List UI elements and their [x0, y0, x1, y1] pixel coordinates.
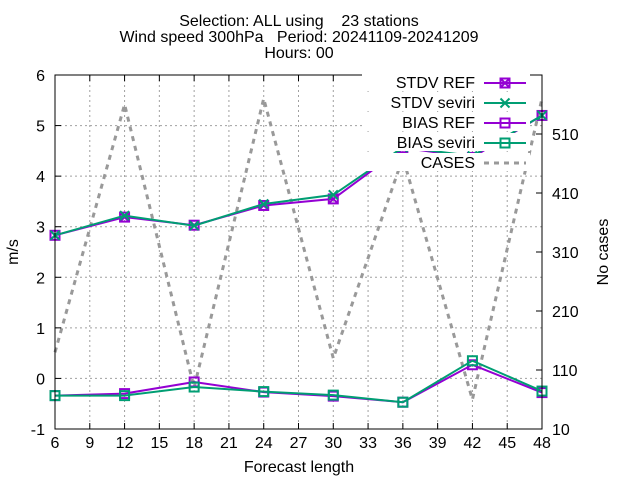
- data-point-bias-seviri-box: [327, 389, 339, 401]
- y2-tick-label: 510: [552, 127, 579, 144]
- legend-marker-bias-seviri-box: [499, 137, 511, 149]
- legend: STDV REF STDV seviri BIAS REF BIAS seviri CA…: [362, 73, 530, 172]
- data-point-bias-seviri: [327, 389, 339, 401]
- x-tick-label: 33: [359, 435, 377, 452]
- data-point-stdv-ref-stroke: [119, 211, 130, 223]
- title-line-3: Hours: 00: [264, 45, 333, 62]
- x-tick-label: 24: [255, 435, 273, 452]
- x-axis-label: Forecast length: [244, 459, 354, 476]
- legend-marker-stdv-ref-stroke: [499, 77, 511, 89]
- y-tick-label: -1: [31, 422, 45, 439]
- data-point-bias-seviri: [258, 386, 270, 398]
- y2-tick-label: 210: [552, 304, 579, 321]
- y2-axis-label: No cases: [595, 219, 612, 286]
- x-tick-label: 18: [185, 435, 203, 452]
- legend-marker-bias-ref-box: [499, 117, 511, 129]
- data-point-stdv-seviri: [188, 220, 200, 231]
- y-tick-label: 4: [36, 169, 45, 186]
- y-tick-label: 2: [36, 270, 45, 287]
- x-tick-label: 6: [51, 435, 60, 452]
- data-point-stdv-seviri-stroke: [328, 189, 339, 201]
- x-tick-label: 15: [150, 435, 168, 452]
- legend-bg-bias-ref: [362, 113, 530, 131]
- x-tick-label: 36: [394, 435, 412, 452]
- data-point-bias-seviri-box: [397, 396, 409, 408]
- legend-marker-stdv-ref: [499, 77, 511, 89]
- legend-label-stdv-ref: STDV REF: [396, 75, 475, 92]
- data-point-stdv-ref-stroke: [258, 200, 269, 211]
- data-point-stdv-seviri-stroke: [119, 210, 130, 221]
- y-tick-label: 0: [36, 371, 45, 388]
- legend-marker-stdv-seviri-stroke: [499, 97, 511, 109]
- legend-marker-stdv-ref-box: [499, 77, 511, 89]
- legend-bg-stdv-seviri: [362, 93, 530, 111]
- data-point-bias-seviri-box: [188, 381, 200, 393]
- legend-label-cases: CASES: [421, 155, 475, 172]
- legend-label-bias-ref: BIAS REF: [402, 115, 475, 132]
- legend-bg-stdv-ref: [362, 73, 530, 91]
- data-point-stdv-seviri: [119, 210, 130, 221]
- legend-marker-bias-ref: [499, 117, 511, 129]
- x-tick-label: 21: [220, 435, 238, 452]
- data-point-bias-seviri-box: [258, 386, 270, 398]
- x-tick-label: 9: [85, 435, 94, 452]
- axis-ticks: 6 9 12 15 18 21 24 27 30 33 36 39 42 45 48-10123456101…: [31, 68, 579, 452]
- data-point-stdv-seviri: [258, 198, 269, 210]
- x-tick-label: 39: [429, 435, 447, 452]
- y2-tick-label: 10: [552, 422, 570, 439]
- y-axis-label: m/s: [5, 239, 22, 265]
- data-point-bias-seviri: [466, 355, 478, 367]
- legend-marker-stdv-seviri: [499, 97, 511, 109]
- chart-title: Selection: ALL using 23 stations Wind sp…: [119, 13, 478, 62]
- y-tick-label: 6: [36, 68, 45, 85]
- legend-bg-cases: [362, 153, 530, 171]
- data-point-bias-seviri: [397, 396, 409, 408]
- data-point-bias-seviri: [188, 381, 200, 393]
- y-tick-label: 3: [36, 220, 45, 237]
- y-tick-label: 1: [36, 321, 45, 338]
- data-point-stdv-ref-stroke: [328, 193, 339, 205]
- legend-bg-bias-seviri: [362, 133, 530, 151]
- y-tick-label: 5: [36, 119, 45, 136]
- y2-tick-label: 110: [552, 363, 578, 380]
- data-point-bias-seviri: [119, 390, 131, 402]
- data-point-stdv-seviri-stroke: [258, 198, 269, 210]
- legend-marker-bias-seviri: [499, 137, 511, 149]
- data-point-bias-seviri-box: [466, 355, 478, 367]
- data-point-bias-seviri-box: [119, 390, 131, 402]
- x-tick-label: 45: [498, 435, 516, 452]
- data-point-stdv-seviri-stroke: [188, 220, 200, 231]
- legend-label-bias-seviri: BIAS seviri: [397, 135, 475, 152]
- title-line-1: Selection: ALL using 23 stations: [179, 13, 419, 30]
- y2-tick-label: 410: [552, 186, 579, 203]
- legend-label-stdv-seviri: STDV seviri: [391, 95, 475, 112]
- x-tick-label: 12: [116, 435, 134, 452]
- x-tick-label: 48: [533, 435, 551, 452]
- data-point-stdv-seviri: [328, 189, 339, 201]
- title-line-2: Wind speed 300hPa Period: 20241109-20241…: [119, 29, 478, 46]
- y2-tick-label: 310: [552, 245, 579, 262]
- series-line-bias-seviri: [55, 359, 543, 404]
- x-tick-label: 27: [290, 435, 308, 452]
- x-tick-label: 42: [464, 435, 482, 452]
- x-tick-label: 30: [324, 435, 342, 452]
- series-line-cases: [53, 98, 544, 406]
